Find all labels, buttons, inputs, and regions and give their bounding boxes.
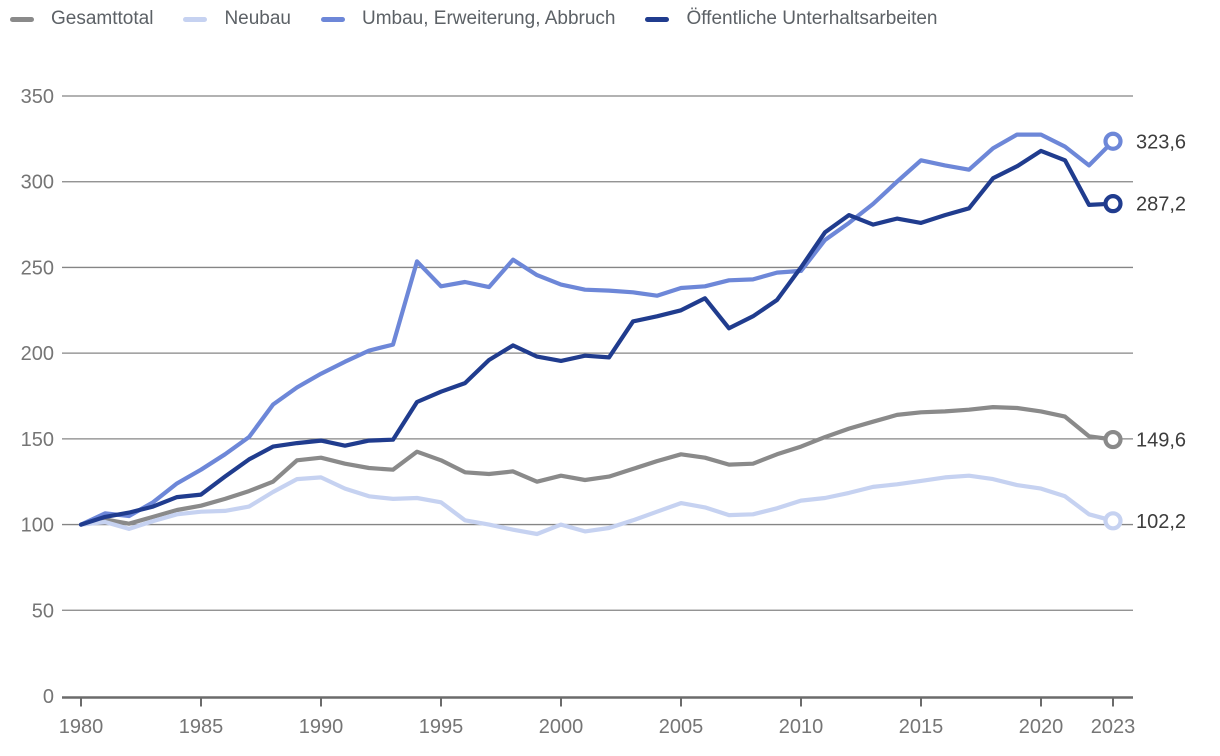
series-line-gesamttotal xyxy=(78,405,1116,527)
legend-swatch-gesamttotal xyxy=(10,16,34,22)
legend-item-umbau: Umbau, Erweiterung, Abbruch xyxy=(321,8,615,30)
legend-swatch-neubau xyxy=(183,16,208,22)
series-line-umbau-erweiterung-abbruch xyxy=(78,132,1116,527)
y-axis-label: 300 xyxy=(21,172,54,194)
series-end-value: 287,2 xyxy=(1136,194,1186,216)
x-axis-label: 2015 xyxy=(899,716,944,738)
legend-item-gesamttotal: Gesamttotal xyxy=(10,8,153,30)
series-end-value: 149,6 xyxy=(1136,430,1186,452)
series-end-marker xyxy=(1103,194,1123,214)
x-axis-label: 2000 xyxy=(539,716,584,738)
legend-item-neubau: Neubau xyxy=(183,8,291,30)
x-axis-label: 2023 xyxy=(1091,716,1136,738)
x-axis-label: 2020 xyxy=(1019,716,1064,738)
y-axis-label: 200 xyxy=(21,343,54,365)
series-end-marker xyxy=(1103,131,1123,151)
legend-label-umbau: Umbau, Erweiterung, Abbruch xyxy=(362,8,616,29)
legend-item-oeffentliche: Öffentliche Unterhaltsarbeiten xyxy=(645,8,938,30)
y-axis-label: 250 xyxy=(21,257,54,279)
legend-swatch-umbau xyxy=(321,16,345,22)
series-end-marker xyxy=(1103,511,1123,531)
x-axis-label: 1990 xyxy=(299,716,344,738)
x-axis-label: 2010 xyxy=(779,716,824,738)
legend-swatch-oeffentliche xyxy=(645,16,670,22)
x-axis-label: 1980 xyxy=(59,716,104,738)
chart-legend: Gesamttotal Neubau Umbau, Erweiterung, A… xyxy=(10,6,938,32)
legend-label-neubau: Neubau xyxy=(224,8,291,29)
y-axis-label: 0 xyxy=(43,686,54,708)
x-axis-label: 1995 xyxy=(419,716,464,738)
series-line-neubau xyxy=(78,473,1116,537)
legend-label-gesamttotal: Gesamttotal xyxy=(51,8,154,29)
y-axis-label: 50 xyxy=(32,600,54,622)
y-axis-label: 150 xyxy=(21,429,54,451)
x-axis-label: 1985 xyxy=(179,716,224,738)
y-axis-label: 350 xyxy=(21,86,54,108)
x-axis-label: 2005 xyxy=(659,716,704,738)
series-end-value: 323,6 xyxy=(1136,131,1186,153)
series-line--ffentliche-unterhaltsarbeiten xyxy=(78,148,1116,527)
series-end-value: 102,2 xyxy=(1136,511,1186,533)
series-end-marker xyxy=(1103,429,1123,450)
y-axis-label: 100 xyxy=(21,515,54,537)
legend-label-oeffentliche: Öffentliche Unterhaltsarbeiten xyxy=(686,8,938,29)
